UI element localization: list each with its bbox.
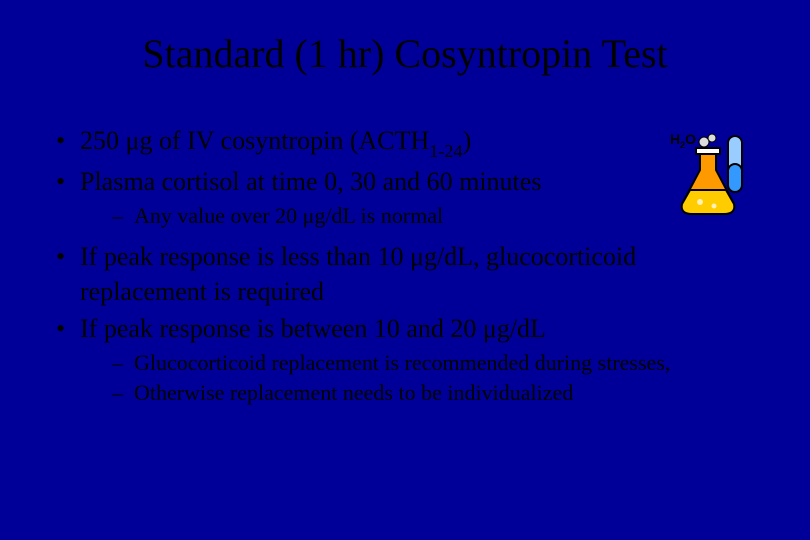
sub-list: Any value over 20 μg/dL is normal xyxy=(80,201,760,231)
slide-title: Standard (1 hr) Cosyntropin Test xyxy=(50,30,760,77)
text: 250 xyxy=(80,126,126,155)
sub-bullet: Any value over 20 μg/dL is normal xyxy=(80,201,760,231)
bullet-3: If peak response is less than 10 μg/dL, … xyxy=(50,239,760,309)
text: If peak response is less than 10 xyxy=(80,242,410,271)
text: ) xyxy=(463,126,472,155)
bullet-list: 250 μg of IV cosyntropin (ACTH1-24) Plas… xyxy=(50,123,760,407)
text: g of IV cosyntropin (ACTH xyxy=(139,126,429,155)
slide: Standard (1 hr) Cosyntropin Test H2O xyxy=(0,0,810,540)
sub-bullet: Glucocorticoid replacement is recommende… xyxy=(80,348,760,378)
bullet-2: Plasma cortisol at time 0, 30 and 60 min… xyxy=(50,164,760,231)
text: Glucocorticoid replacement is recommende… xyxy=(134,350,670,375)
subscript: 1-24 xyxy=(429,141,462,161)
sub-list: Glucocorticoid replacement is recommende… xyxy=(80,348,760,407)
bullet-4: If peak response is between 10 and 20 μg… xyxy=(50,311,760,407)
text: If peak response is between 10 and 20 xyxy=(80,314,483,343)
text: g/dL is normal xyxy=(314,203,443,228)
text: g/dL xyxy=(497,314,546,343)
mu: μ xyxy=(303,203,315,228)
bullet-1: 250 μg of IV cosyntropin (ACTH1-24) xyxy=(50,123,760,162)
mu: μ xyxy=(483,314,497,343)
text: Otherwise replacement needs to be indivi… xyxy=(134,380,573,405)
mu: μ xyxy=(126,126,140,155)
text: Any value over 20 xyxy=(134,203,303,228)
mu: μ xyxy=(410,242,424,271)
text: Plasma cortisol at time 0, 30 and 60 min… xyxy=(80,167,541,196)
sub-bullet: Otherwise replacement needs to be indivi… xyxy=(80,378,760,408)
